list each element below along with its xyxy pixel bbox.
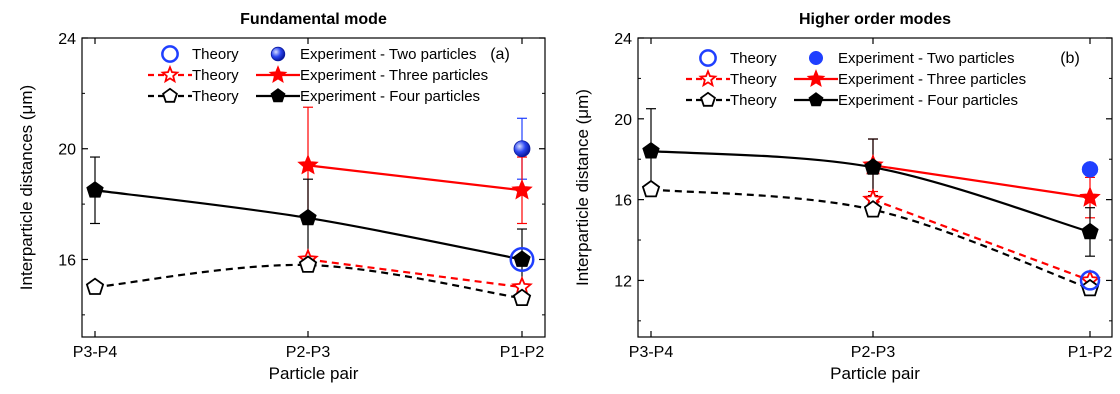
data-point-four-experiment: [642, 141, 660, 159]
x-axis-label: Particle pair: [830, 364, 920, 383]
x-tick-label: P1-P2: [500, 344, 545, 361]
data-point-three-experiment: [297, 154, 319, 175]
x-tick-label: P3-P4: [629, 344, 674, 361]
legend-theory-label: Theory: [730, 50, 777, 67]
data-point-three-experiment: [511, 178, 533, 200]
legend-theory-label: Theory: [730, 71, 777, 88]
series-line-four-theory: [650, 188, 1091, 290]
legend-marker-theory: [160, 64, 180, 84]
legend-marker-experiment: [270, 46, 286, 62]
y-tick-label: 12: [614, 273, 632, 290]
data-point-four-theory: [512, 288, 532, 307]
panel-a: Fundamental mode (a) 16 20 24 P3-P4 P2-P3 P1-P2…: [17, 11, 546, 383]
chart-title: Higher order modes: [799, 11, 951, 28]
legend-marker-theory: [700, 91, 716, 107]
series-line-three-theory: [307, 258, 523, 289]
data-point-four-experiment: [86, 181, 104, 198]
y-axis-label: Interparticle distance (μm): [573, 89, 592, 286]
data-point-four-experiment: [864, 158, 882, 175]
data-point-four-theory: [863, 200, 883, 218]
x-tick-label: P2-P3: [286, 344, 331, 361]
data-point-three-experiment: [1079, 186, 1101, 207]
panel-b: Higher order modes (b) 12 16 20 24 P3-P4 P2-P3 P…: [573, 11, 1113, 383]
legend: Theory Experiment - Two particles Theory Ex…: [148, 45, 488, 105]
y-axis-label: Interparticle distances (μm): [17, 85, 36, 290]
legend-experiment-label: Experiment - Four particles: [300, 88, 480, 105]
y-tick-label: 16: [614, 193, 632, 210]
data-point-four-experiment: [513, 250, 531, 267]
legend-experiment-label: Experiment - Two particles: [838, 50, 1014, 67]
y-tick-label: 16: [58, 252, 76, 269]
data-point-two-theory: [1079, 270, 1101, 291]
x-tick-label: P3-P4: [73, 344, 118, 361]
data-point-two-theory: [509, 246, 535, 272]
series-line-three-experiment: [872, 164, 1091, 199]
legend-marker-theory: [699, 49, 717, 67]
data-point-four-theory: [641, 179, 661, 198]
legend-theory-label: Theory: [192, 67, 239, 84]
legend-experiment-label: Experiment - Four particles: [838, 92, 1018, 109]
legend-marker-experiment: [806, 69, 826, 87]
panel-label: (b): [1060, 50, 1080, 67]
legend-theory-label: Theory: [192, 46, 239, 63]
series-line-three-experiment: [307, 164, 523, 192]
panel-label: (a): [490, 46, 510, 63]
legend: Theory Experiment - Two particles Theory Ex…: [686, 49, 1026, 109]
y-tick-label: 20: [614, 112, 632, 129]
x-tick-label: P1-P2: [1068, 344, 1113, 361]
legend-theory-label: Theory: [192, 88, 239, 105]
data-point-two-experiment: [513, 140, 531, 158]
y-tick-label: 24: [58, 31, 76, 48]
legend-theory-label: Theory: [730, 92, 777, 109]
legend-marker-experiment: [808, 92, 824, 107]
x-tick-label: P2-P3: [851, 344, 896, 361]
x-axis-label: Particle pair: [269, 364, 359, 383]
y-tick-label: 24: [614, 31, 632, 48]
legend-marker-experiment: [268, 65, 288, 83]
series-line-four-theory: [94, 263, 523, 300]
data-point-four-experiment: [299, 208, 317, 226]
data-point-four-experiment: [1081, 222, 1099, 240]
plot-frame: [637, 37, 1113, 338]
data-point-four-theory: [85, 277, 105, 295]
legend-marker-theory: [162, 87, 178, 103]
chart-title: Fundamental mode: [240, 11, 387, 28]
legend-marker-theory: [161, 45, 179, 63]
y-tick-label: 20: [58, 142, 76, 159]
legend-experiment-label: Experiment - Two particles: [300, 46, 476, 63]
series-line-three-theory: [872, 198, 1091, 282]
legend-marker-experiment: [270, 88, 286, 103]
legend-experiment-label: Experiment - Three particles: [838, 71, 1026, 88]
data-point-four-theory: [298, 255, 318, 273]
legend-marker-theory: [698, 68, 718, 88]
data-point-two-experiment: [1081, 161, 1099, 178]
legend-experiment-label: Experiment - Three particles: [300, 67, 488, 84]
plot-frame: [81, 37, 546, 338]
legend-marker-experiment: [808, 50, 824, 66]
